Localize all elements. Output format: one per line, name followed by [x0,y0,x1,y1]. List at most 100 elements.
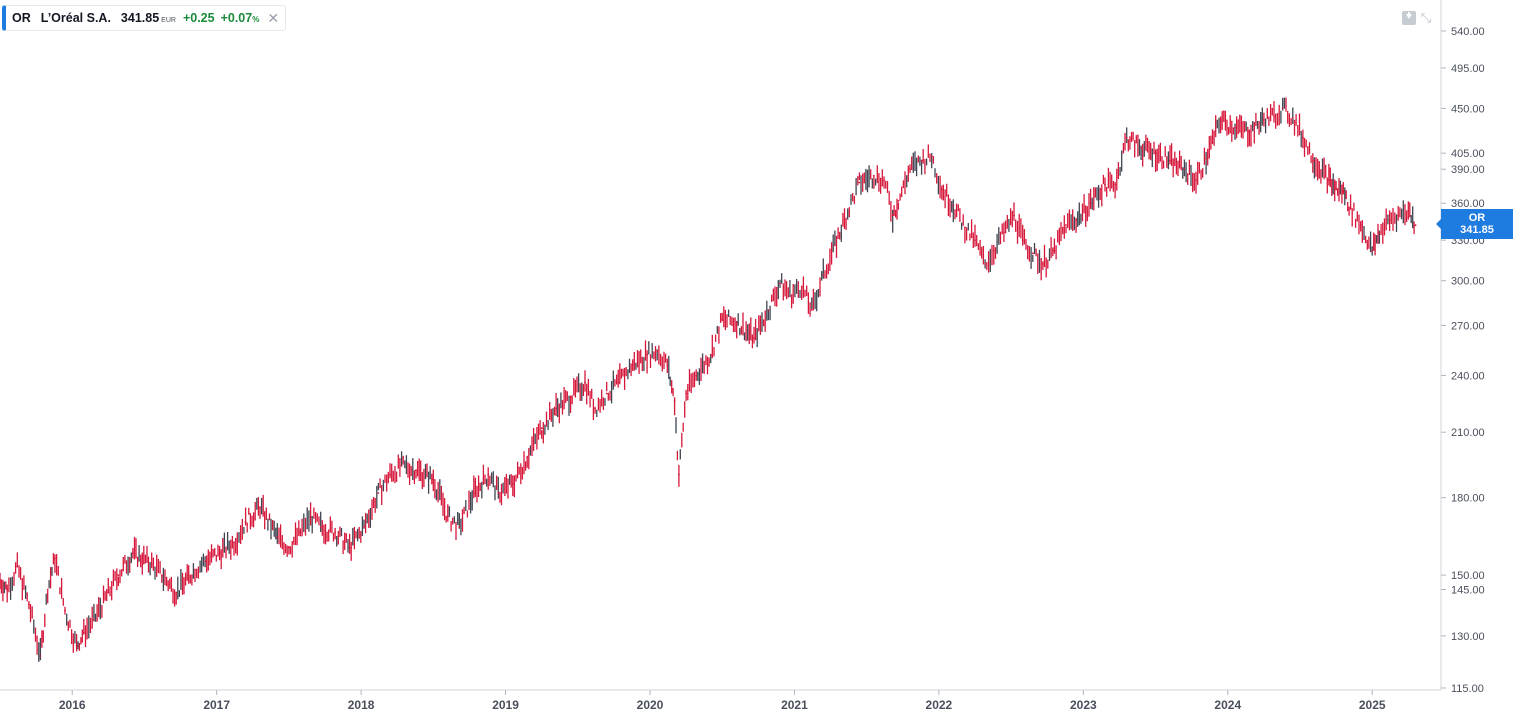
price-series [0,97,1417,662]
price-point [1414,224,1417,227]
y-tick-label: 540.00 [1451,26,1485,38]
price-point [984,263,986,265]
price-point [432,478,435,481]
price-tag-value: 341.85 [1460,224,1494,236]
price-point [39,655,42,657]
symbol-legend: OR L’Oréal S.A. 341.85 EUR +0.25 +0.07% … [2,5,287,31]
price-point [46,588,49,591]
price-point [415,469,417,472]
price-point [458,526,461,528]
price-point [1042,263,1044,265]
price-point [150,563,153,565]
price-point [1154,152,1157,155]
price-point [82,631,85,634]
legend-change-percent: +0.07% [220,11,260,25]
price-point [940,188,943,191]
price-point [1195,179,1197,182]
x-tick-label: 2023 [1070,698,1097,712]
download-icon[interactable] [1402,11,1416,25]
price-point [54,557,56,560]
price-point [695,374,698,377]
y-tick-label: 150.00 [1451,570,1485,582]
price-point [93,619,95,621]
x-tick-label: 2018 [348,698,375,712]
price-point [1342,190,1345,193]
price-point [334,531,336,533]
price-point [992,249,995,252]
price-point [790,294,793,296]
price-point [1104,183,1106,186]
y-tick-label: 145.00 [1451,585,1485,597]
price-point [175,591,178,594]
price-point [897,200,900,202]
x-tick-label: 2024 [1214,698,1241,712]
price-point [631,364,634,366]
price-point [1349,207,1352,209]
price-point [685,392,687,395]
price-point [1263,119,1265,121]
price-point [1388,219,1391,222]
price-point [1031,252,1034,255]
legend-symbol[interactable]: OR [12,11,31,25]
price-point [526,456,529,459]
price-point [646,353,648,356]
price-point [107,591,110,594]
close-icon[interactable]: ✕ [267,9,280,26]
price-point [800,285,803,288]
price-point [400,465,403,467]
y-tick-label: 495.00 [1451,63,1485,75]
price-point [909,168,911,171]
price-point [363,526,365,528]
x-tick-label: 2016 [59,698,86,712]
price-axis: 115.00 130.00 145.00 150.00 180.00 210.00 240.… [1441,26,1485,695]
price-point [16,565,19,568]
price-point [319,526,322,528]
price-point [753,337,755,340]
price-point [555,407,557,410]
x-tick-label: 2020 [637,698,664,712]
price-point [348,546,351,549]
price-point [497,492,500,494]
y-tick-label: 115.00 [1451,683,1484,695]
price-point [233,541,235,544]
time-axis: 2016 2017 2018 2019 2020 2021 2022 2023 2024 2025 [59,690,1386,712]
x-tick-label: 2017 [203,698,230,712]
price-point [964,226,966,229]
price-point [1183,168,1186,171]
price-point [873,174,875,177]
y-tick-label: 180.00 [1451,493,1485,505]
collapse-icon[interactable]: ⤡ [1420,10,1432,25]
price-point [540,427,543,430]
price-point [1234,126,1236,129]
price-point [1248,130,1251,133]
price-point [1053,249,1056,252]
y-tick-label: 130.00 [1451,631,1485,643]
price-point [822,274,825,276]
price-point [1281,107,1284,110]
price-point [721,318,724,321]
price-point [160,574,163,576]
price-point [891,214,894,217]
y-tick-label: 360.00 [1451,198,1485,210]
price-point [0,579,1,582]
price-point [1359,224,1362,226]
legend-change: +0.25 [182,11,215,25]
price-point [920,159,923,162]
price-point [1003,231,1005,234]
price-point [244,521,247,523]
price-point [735,321,738,324]
price-point [276,536,279,539]
price-point [1397,214,1400,217]
price-point [1407,209,1410,212]
price-point [194,568,196,571]
price-point [930,155,933,158]
x-tick-label: 2019 [492,698,519,712]
price-point [377,492,380,494]
y-tick-label: 300.00 [1451,276,1485,288]
price-point [1089,202,1092,205]
y-tick-label: 240.00 [1451,370,1485,382]
price-point [472,492,475,494]
price-point [1328,179,1330,182]
price-point [1313,159,1316,162]
